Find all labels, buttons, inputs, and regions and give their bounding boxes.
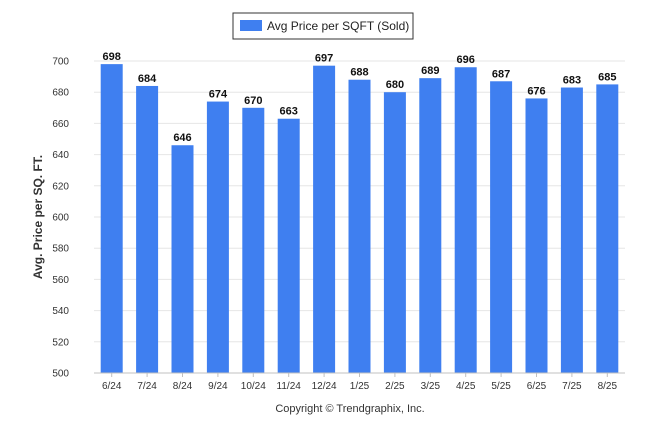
y-axis-title: Avg. Price per SQ. FT. bbox=[31, 155, 45, 279]
x-tick-label: 10/24 bbox=[241, 381, 266, 392]
x-tick-label: 9/24 bbox=[208, 381, 228, 392]
bar-11-24 bbox=[277, 118, 300, 373]
bar-9-24 bbox=[206, 101, 229, 373]
y-tick-label: 560 bbox=[52, 275, 69, 286]
x-tick-label: 11/24 bbox=[277, 381, 302, 392]
bar-6-25 bbox=[525, 98, 548, 373]
y-tick-label: 640 bbox=[52, 150, 69, 161]
x-tick-label: 12/24 bbox=[312, 381, 337, 392]
data-label: 696 bbox=[457, 54, 475, 66]
y-tick-label: 700 bbox=[52, 57, 69, 68]
legend-label: Avg Price per SQFT (Sold) bbox=[267, 19, 409, 33]
data-label: 685 bbox=[598, 71, 616, 83]
x-tick-label: 8/25 bbox=[598, 381, 618, 392]
x-tick-label: 2/25 bbox=[385, 381, 405, 392]
data-label: 689 bbox=[421, 65, 439, 77]
legend-box bbox=[232, 12, 414, 40]
bar-7-24 bbox=[136, 85, 159, 374]
data-label: 684 bbox=[138, 73, 157, 85]
data-label: 674 bbox=[209, 89, 228, 101]
bar-4-25 bbox=[454, 67, 477, 374]
y-tick-label: 540 bbox=[52, 306, 69, 317]
bar-6-24 bbox=[100, 64, 123, 374]
y-tick-label: 620 bbox=[52, 181, 69, 192]
x-tick-label: 6/25 bbox=[527, 381, 547, 392]
bar-3-25 bbox=[419, 78, 442, 373]
data-label: 676 bbox=[527, 85, 545, 97]
x-tick-label: 8/24 bbox=[173, 381, 193, 392]
data-label: 687 bbox=[492, 68, 510, 80]
x-tick-label: 3/25 bbox=[421, 381, 441, 392]
bar-8-25 bbox=[596, 84, 619, 374]
y-tick-label: 500 bbox=[52, 369, 69, 380]
bar-10-24 bbox=[242, 107, 265, 374]
x-axis-ticks: 6/24 7/24 8/24 9/24 10/24 11/24 12/24 1/25 2/25 3… bbox=[102, 373, 618, 392]
x-tick-label: 7/24 bbox=[137, 381, 157, 392]
data-label: 683 bbox=[563, 75, 581, 87]
bar-12-24 bbox=[313, 65, 336, 374]
legend-swatch bbox=[240, 20, 262, 31]
data-label: 680 bbox=[386, 79, 404, 91]
y-tick-label: 580 bbox=[52, 244, 69, 255]
x-tick-label: 6/24 bbox=[102, 381, 122, 392]
bars bbox=[100, 64, 619, 374]
copyright-credit: Copyright © Trendgraphix, Inc. bbox=[275, 403, 424, 415]
data-label: 698 bbox=[103, 51, 121, 63]
x-tick-label: 5/25 bbox=[491, 381, 511, 392]
data-label: 663 bbox=[280, 106, 298, 118]
y-tick-label: 660 bbox=[52, 119, 69, 130]
y-tick-label: 680 bbox=[52, 88, 69, 99]
data-label: 646 bbox=[173, 132, 191, 144]
x-tick-label: 7/25 bbox=[562, 381, 582, 392]
bar-8-24 bbox=[171, 145, 194, 373]
data-label: 697 bbox=[315, 53, 333, 65]
y-axis-ticks: 500 520 540 560 580 600 620 640 660 680 700 bbox=[52, 57, 69, 380]
x-tick-label: 4/25 bbox=[456, 381, 476, 392]
x-tick-label: 1/25 bbox=[350, 381, 370, 392]
bar-2-25 bbox=[383, 92, 406, 373]
legend: Avg Price per SQFT (Sold) bbox=[232, 12, 414, 40]
data-label: 688 bbox=[350, 67, 368, 79]
y-tick-label: 520 bbox=[52, 337, 69, 348]
data-labels: 698 684 646 674 670 663 697 688 680 689 696 687 676 6… bbox=[103, 51, 617, 144]
data-label: 670 bbox=[244, 95, 262, 107]
y-tick-label: 600 bbox=[52, 213, 69, 224]
bar-7-25 bbox=[560, 87, 583, 374]
bar-1-25 bbox=[348, 79, 371, 373]
bar-5-25 bbox=[490, 81, 513, 373]
